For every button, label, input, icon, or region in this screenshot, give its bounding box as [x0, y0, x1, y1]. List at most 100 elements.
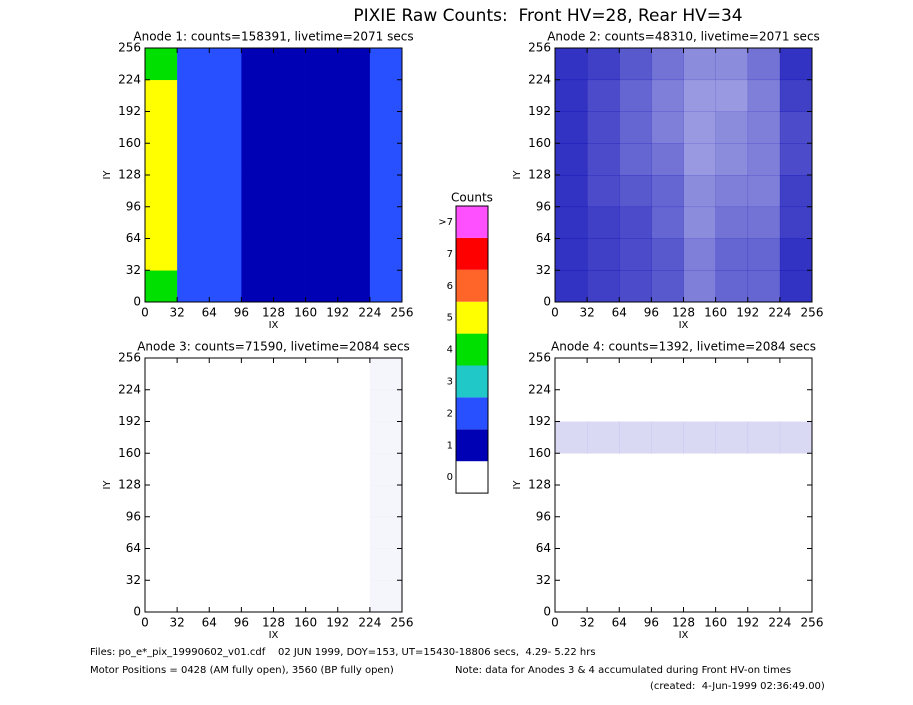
heat-cell — [683, 143, 716, 176]
heat-cell — [651, 48, 684, 81]
y-tick-label: 256 — [528, 351, 551, 365]
heat-cell — [369, 516, 403, 549]
heat-cell — [747, 421, 781, 454]
heat-cell — [715, 48, 749, 81]
heat-cell — [716, 453, 748, 485]
heat-cell — [587, 453, 619, 485]
heat-cell — [273, 48, 306, 81]
colorbar-swatch — [456, 461, 488, 494]
chart-title: PIXIE Raw Counts: Front HV=28, Rear HV=3… — [353, 6, 742, 26]
heat-cell — [145, 580, 177, 612]
colorbar-label: 4 — [447, 345, 453, 356]
heat-cell — [684, 549, 716, 581]
heat-cell — [715, 111, 749, 144]
heat-cell — [209, 453, 241, 485]
heat-cell — [715, 79, 749, 112]
heat-cell — [715, 175, 749, 208]
heat-cell — [273, 79, 306, 112]
heat-cell — [780, 390, 812, 422]
heat-cell — [241, 48, 274, 81]
x-tick-label: 128 — [262, 306, 285, 320]
heat-cell — [305, 270, 339, 303]
heat-cell — [651, 79, 684, 112]
colorbar-swatch — [456, 269, 488, 302]
x-axis-label: IX — [269, 320, 279, 331]
heat-cell — [683, 421, 716, 454]
heat-cell — [306, 580, 338, 612]
y-tick-label: 128 — [118, 478, 141, 492]
heat-cell — [177, 175, 210, 208]
y-tick-label: 64 — [536, 541, 551, 555]
y-tick-label: 96 — [536, 199, 551, 213]
heat-cell — [779, 175, 813, 208]
heat-cell — [305, 143, 339, 176]
heat-cell — [747, 206, 781, 239]
heat-cell — [369, 48, 403, 81]
heat-cell — [241, 206, 274, 239]
heat-cell — [619, 549, 651, 581]
heat-cell — [715, 206, 749, 239]
y-tick-label: 32 — [536, 263, 551, 277]
footer-note: Note: data for Anodes 3 & 4 accumulated … — [455, 665, 791, 676]
heat-cell — [209, 111, 242, 144]
heat-cell — [683, 175, 716, 208]
heat-cell — [209, 206, 242, 239]
heat-cell — [715, 270, 749, 303]
heat-cell — [779, 143, 813, 176]
heat-cell — [241, 79, 274, 112]
y-tick-label: 0 — [543, 605, 551, 619]
heat-cell — [177, 358, 209, 390]
heat-cell — [747, 175, 781, 208]
heat-cell — [177, 517, 209, 549]
heat-cell — [683, 111, 716, 144]
heat-cell — [587, 175, 620, 208]
heat-cell — [684, 517, 716, 549]
heat-cell — [555, 206, 588, 239]
heat-cell — [369, 79, 403, 112]
x-tick-label: 192 — [326, 306, 349, 320]
x-tick-label: 0 — [551, 306, 559, 320]
heat-cell — [619, 175, 652, 208]
heat-cell — [369, 143, 403, 176]
y-tick-label: 256 — [528, 41, 551, 55]
heat-cell — [619, 358, 651, 390]
heat-cell — [241, 390, 273, 422]
heat-cell — [274, 453, 306, 485]
heat-cell — [306, 390, 338, 422]
y-tick-label: 160 — [528, 446, 551, 460]
x-tick-label: 128 — [672, 616, 695, 630]
heat-cell — [651, 580, 683, 612]
heat-cell — [555, 549, 587, 581]
heat-cell — [306, 485, 338, 517]
y-tick-label: 96 — [126, 199, 141, 213]
heat-cell — [241, 270, 274, 303]
heat-cell — [555, 238, 588, 271]
heat-cell — [209, 79, 242, 112]
heat-cell — [145, 270, 178, 303]
heat-cell — [780, 358, 812, 390]
heat-cell — [145, 79, 178, 112]
heat-cell — [337, 270, 371, 303]
y-tick-label: 224 — [118, 382, 141, 396]
heat-cell — [684, 453, 716, 485]
heat-cell — [747, 48, 781, 81]
heat-cell — [177, 48, 210, 81]
heat-cell — [177, 238, 210, 271]
heat-cell — [716, 390, 748, 422]
heat-cell — [338, 517, 370, 549]
heat-cell — [684, 358, 716, 390]
heat-cell — [273, 206, 306, 239]
heat-cell — [241, 517, 273, 549]
heat-cell — [337, 206, 371, 239]
heat-cell — [145, 358, 177, 390]
heat-cell — [587, 238, 620, 271]
y-tick-label: 32 — [536, 573, 551, 587]
heat-cell — [209, 390, 241, 422]
colorbar-title: Counts — [451, 191, 493, 205]
heat-cell — [338, 485, 370, 517]
x-tick-label: 64 — [612, 616, 627, 630]
heat-cell — [619, 517, 651, 549]
heat-cell — [305, 111, 339, 144]
heat-cell — [683, 79, 716, 112]
heat-cell — [779, 421, 813, 454]
